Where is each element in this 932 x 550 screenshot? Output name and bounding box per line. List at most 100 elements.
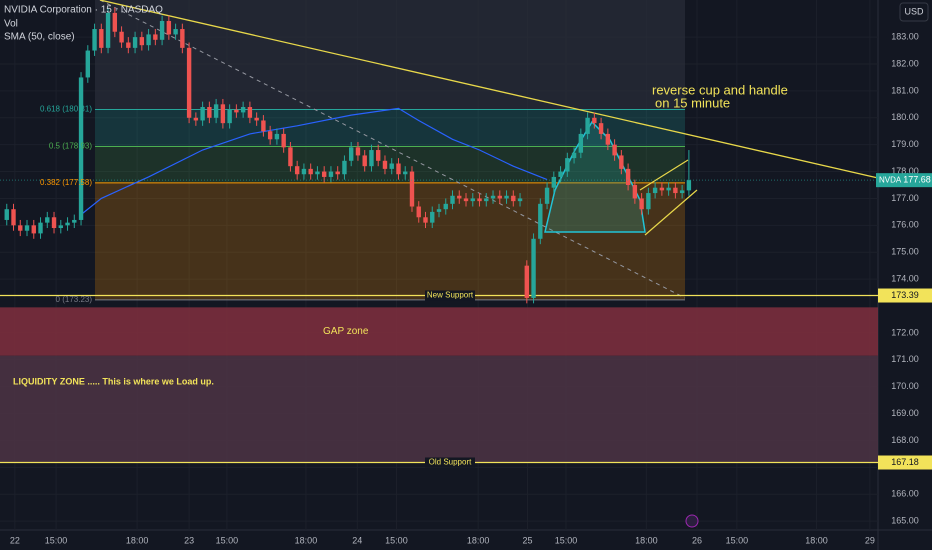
support-label-bg <box>425 290 475 301</box>
candle-body <box>504 195 509 199</box>
annotation: reverse cup and handle <box>652 82 788 97</box>
x-tick-label: 18:00 <box>126 535 149 545</box>
support-label: New Support <box>427 291 474 300</box>
y-tick-label: 166.00 <box>891 489 919 499</box>
candle-body <box>301 168 307 175</box>
candle-body <box>308 168 313 175</box>
candle-body <box>220 104 226 124</box>
zone <box>0 307 878 356</box>
fib-label: 0.618 (180.31) <box>40 105 92 114</box>
candle-body <box>598 123 604 134</box>
support-label: Old Support <box>429 458 472 467</box>
sma-line <box>80 107 548 216</box>
candle-body <box>673 187 678 194</box>
candle-body <box>193 117 199 121</box>
x-tick-label: 15:00 <box>385 535 408 545</box>
candle-body <box>166 20 172 35</box>
candle-body <box>558 171 563 177</box>
candle-body <box>490 195 496 199</box>
candle-body <box>213 104 219 118</box>
candle-body <box>484 198 489 202</box>
x-tick-label: 15:00 <box>45 535 68 545</box>
x-tick-label: 18:00 <box>295 535 318 545</box>
candle-body <box>126 42 131 48</box>
x-tick-label: 24 <box>352 535 362 545</box>
candle-body <box>639 198 644 210</box>
candle-body <box>105 12 111 48</box>
candle-body <box>45 217 50 223</box>
fib-label: 0.382 (177.58) <box>40 178 92 187</box>
candle-body <box>497 195 502 199</box>
candle-body <box>227 109 232 124</box>
price-tag-bg <box>878 455 932 470</box>
plot: New Support Old Support <box>0 7 878 468</box>
candle-body <box>430 211 435 223</box>
candle-body <box>362 155 367 167</box>
candle-body <box>349 147 354 161</box>
candle-body <box>288 147 293 167</box>
candle-body <box>328 171 334 177</box>
y-tick-label: 178.00 <box>891 166 919 176</box>
candle-body <box>186 47 192 118</box>
candle-body <box>274 133 280 140</box>
candle-body <box>659 187 665 191</box>
zone <box>0 355 878 463</box>
y-tick-label: 177.00 <box>891 193 919 203</box>
candle-body <box>477 198 482 202</box>
candle-body <box>240 107 246 113</box>
candle-body <box>612 144 617 156</box>
candle-body <box>207 107 212 118</box>
y-tick-label: 174.00 <box>891 273 919 283</box>
candle-body <box>159 20 165 40</box>
candle-body <box>4 209 9 220</box>
currency-box[interactable] <box>899 2 929 22</box>
candle-body <box>538 203 543 239</box>
candle-body <box>632 185 638 199</box>
candle-body <box>254 117 259 121</box>
candle-body <box>436 209 442 212</box>
candle-body <box>409 171 415 207</box>
x-tick-label: 15:00 <box>216 535 239 545</box>
candle-body <box>247 107 253 118</box>
handle-line <box>644 189 698 236</box>
candle-body <box>423 217 428 223</box>
x-tick-label: 18:00 <box>805 535 828 545</box>
candle-body <box>382 160 388 169</box>
candle-body <box>531 238 536 298</box>
price-tag: 177.68 <box>903 175 931 185</box>
annotation: on 15 minute <box>655 95 730 110</box>
candle-body <box>403 171 408 175</box>
candle-body <box>58 225 63 229</box>
y-tick-label: 181.00 <box>891 85 919 95</box>
x-tick-label: 15:00 <box>555 535 578 545</box>
candle-body <box>92 29 97 51</box>
x-tick-label: 23 <box>184 535 194 545</box>
handle-line <box>639 159 689 191</box>
price-tag-bg <box>878 288 932 303</box>
y-tick-label: 180.00 <box>891 112 919 122</box>
candle-body <box>24 225 30 231</box>
candle-body <box>139 37 145 46</box>
candle-body <box>511 195 516 202</box>
candle-body <box>605 133 611 145</box>
candle-body <box>99 29 104 48</box>
event-icon[interactable] <box>685 514 699 528</box>
currency[interactable]: USD <box>904 6 924 16</box>
candle-body <box>463 198 469 202</box>
candle-body <box>38 222 43 234</box>
candle-body <box>686 180 692 191</box>
y-tick-label: 171.00 <box>891 354 919 364</box>
candle-body <box>153 34 158 40</box>
candle-body <box>119 31 124 43</box>
dashed-trendline <box>99 0 686 299</box>
support-label-bg <box>425 457 475 468</box>
y-tick-label: 176.00 <box>891 220 919 230</box>
y-tick-label: 168.00 <box>891 435 919 445</box>
trendline <box>99 0 879 179</box>
price-tag: 173.39 <box>891 290 919 300</box>
candle-body <box>544 187 550 204</box>
candle-body <box>389 163 394 169</box>
x-tick-label: 26 <box>692 535 702 545</box>
